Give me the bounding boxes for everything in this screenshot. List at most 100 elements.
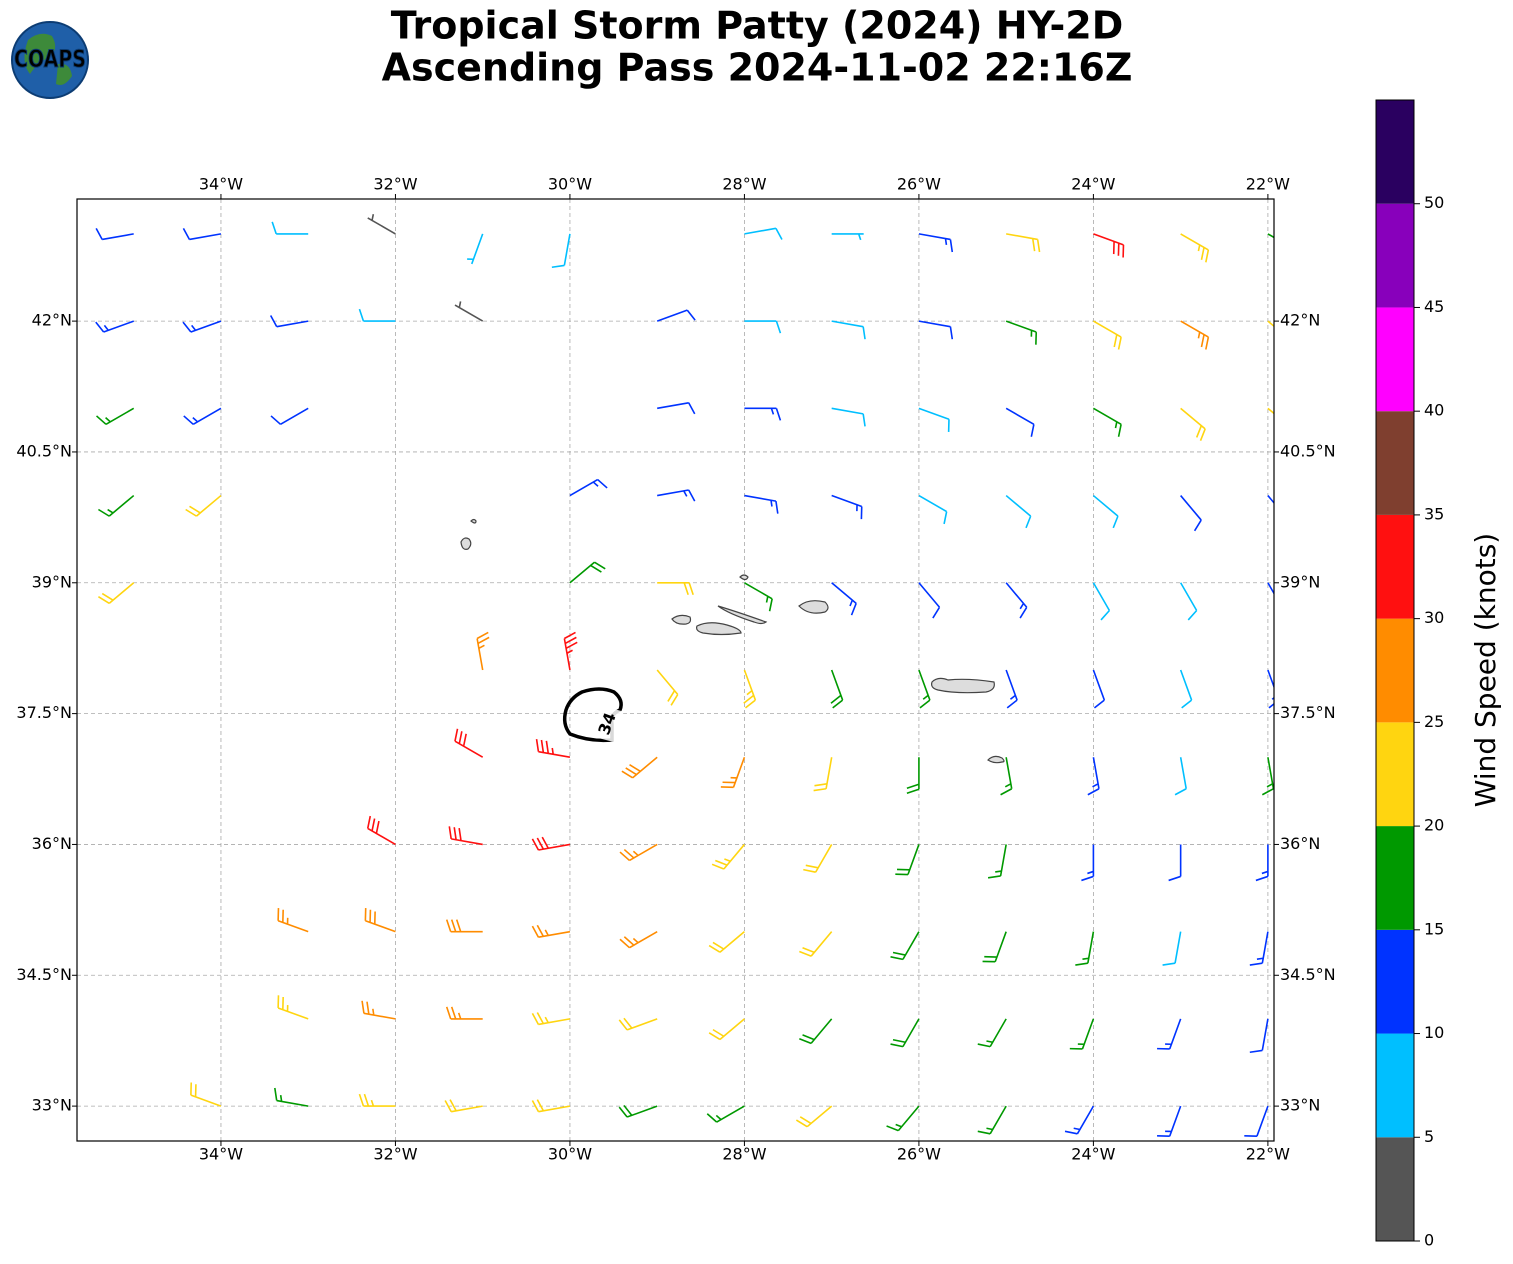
- wind-barb: [1081, 844, 1095, 882]
- wind-barb: [918, 233, 954, 253]
- wind-barb: [744, 407, 782, 421]
- title-line: Ascending Pass 2024-11-02 22:16Z: [382, 46, 1133, 90]
- wind-barb: [367, 214, 396, 235]
- wind-barb: [657, 581, 694, 596]
- wind-barb: [657, 401, 696, 415]
- x-tick-label: 30°W: [548, 175, 592, 194]
- wind-barb: [454, 301, 484, 322]
- colorbar-tick-label: 10: [1424, 1023, 1444, 1042]
- x-tick-label: 24°W: [1071, 1145, 1115, 1164]
- wind-barb: [1157, 1018, 1182, 1050]
- y-tick-label: 34.5°N: [16, 965, 72, 984]
- colorbar-bin: [1376, 826, 1414, 930]
- logo-text: COAPS: [14, 45, 86, 73]
- wind-barb: [1093, 233, 1125, 258]
- title-line: Tropical Storm Patty (2024) HY-2D: [391, 4, 1123, 48]
- wind-barb: [531, 924, 571, 939]
- wind-barb: [1092, 494, 1119, 529]
- wind-barb: [799, 1018, 833, 1045]
- y-tick-label: 37.5°N: [16, 703, 72, 722]
- wind-barb: [1093, 320, 1122, 350]
- wind-barb: [277, 908, 309, 933]
- wind-barb: [918, 582, 941, 619]
- wind-barb: [656, 309, 696, 322]
- wind-barb: [1179, 582, 1198, 621]
- wind-barb: [269, 315, 309, 328]
- wind-barb: [1267, 320, 1274, 328]
- x-tick-label: 28°W: [722, 175, 766, 194]
- x-tick-label: 30°W: [548, 1145, 592, 1164]
- colorbar-bin: [1376, 411, 1414, 515]
- wind-barb: [918, 494, 948, 525]
- colorbar-tick-label: 45: [1424, 297, 1444, 316]
- colorbar-bin: [1376, 929, 1414, 1034]
- wind-barb: [95, 320, 134, 333]
- wind-barb: [831, 233, 864, 241]
- x-tick-label: 26°W: [897, 1145, 941, 1164]
- y-tick-label: 36°N: [32, 834, 72, 853]
- x-tick-label: 32°W: [373, 175, 417, 194]
- x-tick-label: 34°W: [199, 1145, 243, 1164]
- wind-barb: [1267, 495, 1274, 505]
- wind-barb: [569, 561, 606, 584]
- wind-barb: [1075, 931, 1095, 966]
- wind-barb: [906, 757, 920, 794]
- wind-barb: [619, 930, 658, 949]
- colorbar-tick-label: 25: [1424, 712, 1444, 731]
- map-frame: [76, 198, 1275, 1142]
- y-tick-label: 34.5°N: [1280, 965, 1336, 984]
- wind-barb: [831, 320, 866, 340]
- wind-barb: [183, 407, 222, 426]
- wind-barb: [1005, 494, 1032, 529]
- wind-barb: [744, 582, 773, 612]
- island: [717, 605, 768, 625]
- island: [739, 574, 749, 581]
- wind-barb: [918, 407, 950, 432]
- wind-barb: [657, 489, 696, 502]
- wind-barb: [895, 844, 920, 876]
- wind-barb: [361, 1000, 396, 1020]
- x-tick-label: 24°W: [1071, 175, 1115, 194]
- wind-barb: [535, 739, 571, 759]
- wind-barb: [182, 227, 222, 241]
- wind-barb: [744, 227, 783, 240]
- wind-barb: [743, 669, 757, 709]
- wind-barb: [1000, 757, 1013, 796]
- wind-barb: [987, 844, 1007, 879]
- wind-barb: [445, 1006, 483, 1020]
- colorbar-tick-label: 5: [1424, 1127, 1434, 1146]
- wind-barb: [619, 843, 658, 862]
- x-tick-label: 22°W: [1246, 1145, 1290, 1164]
- wind-barb: [274, 1087, 309, 1107]
- axes: 34°W 34°W 32°W 32°W 30°W 30°W 28°W 28°W 26°W 26°W…: [16, 175, 1335, 1164]
- wind-barb: [1093, 407, 1122, 437]
- colorbar-bin: [1376, 203, 1414, 308]
- colorbar-tick-label: 0: [1424, 1231, 1434, 1250]
- wind-barb: [1005, 669, 1018, 709]
- wind-barb: [890, 931, 920, 961]
- colorbar-bin: [1376, 514, 1414, 619]
- wind-barb: [563, 631, 578, 671]
- wind-barb: [977, 1105, 1007, 1135]
- wind-barb: [831, 407, 866, 427]
- island: [931, 677, 995, 694]
- wind-barb: [1092, 669, 1106, 709]
- wind-barb: [744, 494, 779, 514]
- wind-barb: [831, 494, 863, 520]
- island: [671, 614, 692, 625]
- colorbar-tick-label: 30: [1424, 608, 1444, 627]
- wind-barb: [1244, 1105, 1269, 1137]
- y-tick-label: 42°N: [32, 311, 72, 330]
- wind-barbs: [95, 214, 1274, 1137]
- y-tick-label: 40.5°N: [1280, 441, 1336, 460]
- wind-barb: [97, 582, 135, 605]
- wind-barb: [551, 233, 571, 269]
- wind-barb: [1064, 1105, 1095, 1135]
- wind-barb: [1249, 931, 1269, 966]
- island: [798, 600, 829, 614]
- colorbar-tick-label: 40: [1424, 401, 1444, 420]
- y-tick-label: 39°N: [32, 572, 72, 591]
- colorbar-tick-label: 15: [1424, 919, 1444, 938]
- colorbar-bin: [1376, 307, 1414, 412]
- wind-barb: [1180, 320, 1210, 350]
